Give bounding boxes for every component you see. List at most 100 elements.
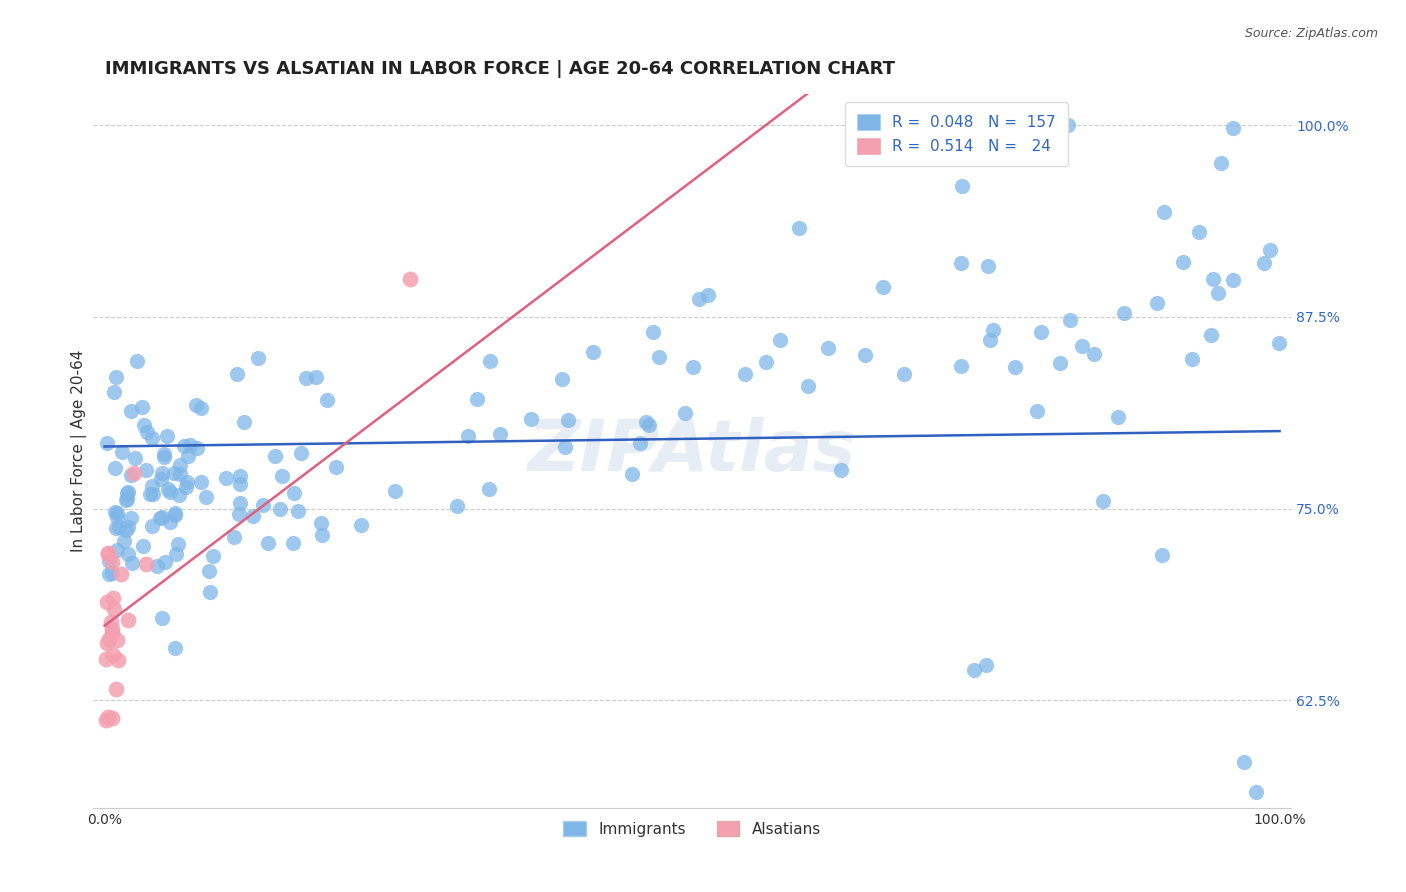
Point	[1209, 156, 1232, 170]
Point	[465, 392, 488, 406]
Point	[1092, 494, 1115, 508]
Point	[153, 555, 176, 569]
Point	[1153, 204, 1175, 219]
Point	[132, 539, 155, 553]
Point	[682, 359, 704, 374]
Point	[1025, 404, 1047, 418]
Point	[165, 506, 187, 520]
Point	[554, 440, 576, 454]
Point	[637, 417, 659, 432]
Point	[1233, 755, 1256, 769]
Point	[1202, 272, 1225, 286]
Point	[165, 547, 187, 561]
Point	[96, 436, 118, 450]
Point	[1188, 225, 1211, 239]
Point	[108, 519, 131, 533]
Text: IMMIGRANTS VS ALSATIAN IN LABOR FORCE | AGE 20-64 CORRELATION CHART: IMMIGRANTS VS ALSATIAN IN LABOR FORCE | …	[105, 60, 894, 78]
Point	[105, 682, 128, 697]
Point	[163, 508, 186, 522]
Point	[520, 412, 543, 426]
Point	[1004, 360, 1026, 375]
Point	[384, 483, 406, 498]
Point	[121, 556, 143, 570]
Point	[100, 615, 122, 629]
Point	[131, 400, 153, 414]
Point	[107, 653, 129, 667]
Point	[950, 179, 973, 194]
Point	[229, 496, 252, 510]
Point	[190, 475, 212, 490]
Point	[97, 547, 120, 561]
Point	[98, 632, 121, 647]
Point	[1049, 356, 1071, 370]
Point	[1071, 339, 1094, 353]
Point	[582, 345, 605, 359]
Point	[294, 371, 316, 385]
Point	[94, 652, 117, 666]
Point	[872, 280, 894, 294]
Point	[169, 467, 191, 481]
Point	[176, 479, 198, 493]
Point	[1267, 335, 1289, 350]
Point	[974, 658, 997, 673]
Point	[97, 546, 120, 560]
Point	[215, 471, 238, 485]
Point	[311, 516, 333, 530]
Point	[257, 535, 280, 549]
Point	[673, 406, 696, 420]
Point	[621, 467, 644, 482]
Point	[135, 557, 157, 571]
Point	[688, 292, 710, 306]
Point	[734, 367, 756, 381]
Point	[479, 354, 502, 368]
Point	[557, 413, 579, 427]
Point	[134, 417, 156, 432]
Point	[893, 367, 915, 381]
Point	[111, 445, 134, 459]
Point	[983, 323, 1005, 337]
Point	[105, 632, 128, 647]
Point	[1199, 328, 1222, 343]
Point	[229, 469, 252, 483]
Legend: Immigrants, Alsatians: Immigrants, Alsatians	[557, 814, 827, 843]
Point	[103, 602, 125, 616]
Point	[115, 492, 138, 507]
Point	[156, 483, 179, 497]
Point	[101, 711, 124, 725]
Point	[1152, 548, 1174, 562]
Point	[478, 482, 501, 496]
Point	[104, 505, 127, 519]
Point	[97, 554, 120, 568]
Point	[222, 529, 245, 543]
Point	[101, 566, 124, 581]
Point	[177, 449, 200, 463]
Point	[120, 404, 142, 418]
Point	[162, 466, 184, 480]
Point	[457, 429, 479, 443]
Point	[105, 520, 128, 534]
Point	[488, 426, 510, 441]
Text: Source: ZipAtlas.com: Source: ZipAtlas.com	[1244, 27, 1378, 40]
Point	[1112, 306, 1135, 320]
Point	[316, 392, 339, 407]
Point	[628, 436, 651, 450]
Point	[103, 385, 125, 400]
Point	[165, 640, 187, 655]
Point	[643, 325, 665, 339]
Point	[283, 486, 305, 500]
Point	[100, 622, 122, 636]
Point	[283, 535, 305, 549]
Point	[173, 439, 195, 453]
Point	[201, 549, 224, 564]
Point	[446, 499, 468, 513]
Point	[141, 431, 163, 445]
Point	[755, 355, 778, 369]
Point	[311, 528, 333, 542]
Point	[169, 458, 191, 472]
Point	[198, 564, 221, 578]
Point	[1181, 352, 1204, 367]
Point	[117, 485, 139, 500]
Point	[110, 566, 132, 581]
Point	[159, 515, 181, 529]
Point	[117, 613, 139, 627]
